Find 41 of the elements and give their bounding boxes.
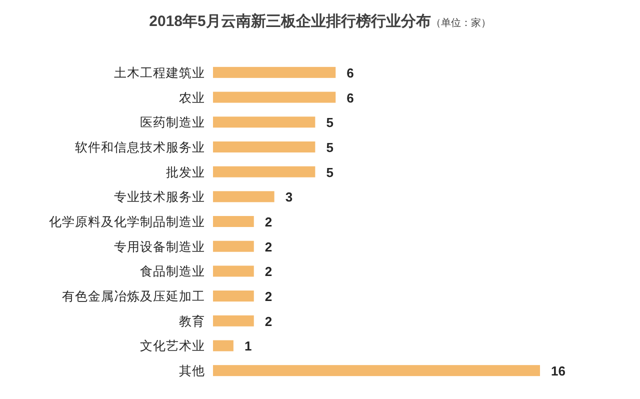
data-label: 3 [285,190,293,205]
y-tick-label: 教育 [179,313,205,328]
bar [213,290,254,302]
y-tick-label: 农业 [179,90,205,105]
data-label: 2 [264,289,272,304]
y-tick-label: 专业技术服务业 [114,190,205,204]
bar [213,166,316,178]
data-label: 16 [551,364,566,379]
data-label: 2 [264,239,272,254]
bar [213,66,336,78]
data-label: 2 [264,214,272,230]
y-tick-label: 食品制造业 [140,264,205,279]
data-label: 1 [244,338,252,354]
bar [213,216,254,227]
bar [213,266,254,277]
y-tick-label: 有色金属冶炼及压延加工 [62,290,205,304]
data-label: 2 [264,314,272,329]
bar [213,240,254,252]
data-label: 5 [326,164,334,180]
bar [213,92,336,103]
y-tick-label: 文化艺术业 [140,339,205,354]
chart-subtitle: （单位：家） [430,17,491,29]
y-tick-label: 软件和信息技术服务业 [75,140,205,154]
y-tick-label: 批发业 [166,165,205,180]
y-tick-label: 医药制造业 [140,116,205,130]
bar [213,116,316,128]
data-label: 6 [346,90,354,106]
bar [213,315,254,326]
bar [213,340,234,352]
data-label: 6 [346,65,354,80]
y-tick-label: 化学原料及化学制品制造业 [49,215,205,229]
chart-title: 2018年5月云南新三板企业排行榜行业分布 [149,12,431,30]
data-label: 5 [326,140,334,155]
y-tick-label: 其他 [179,364,205,378]
bar [213,365,540,376]
data-label: 5 [326,115,334,130]
data-label: 2 [264,264,272,280]
y-tick-label: 土木工程建筑业 [114,66,205,80]
bar [213,141,316,152]
y-tick-label: 专用设备制造业 [114,240,205,254]
bar [213,191,274,202]
